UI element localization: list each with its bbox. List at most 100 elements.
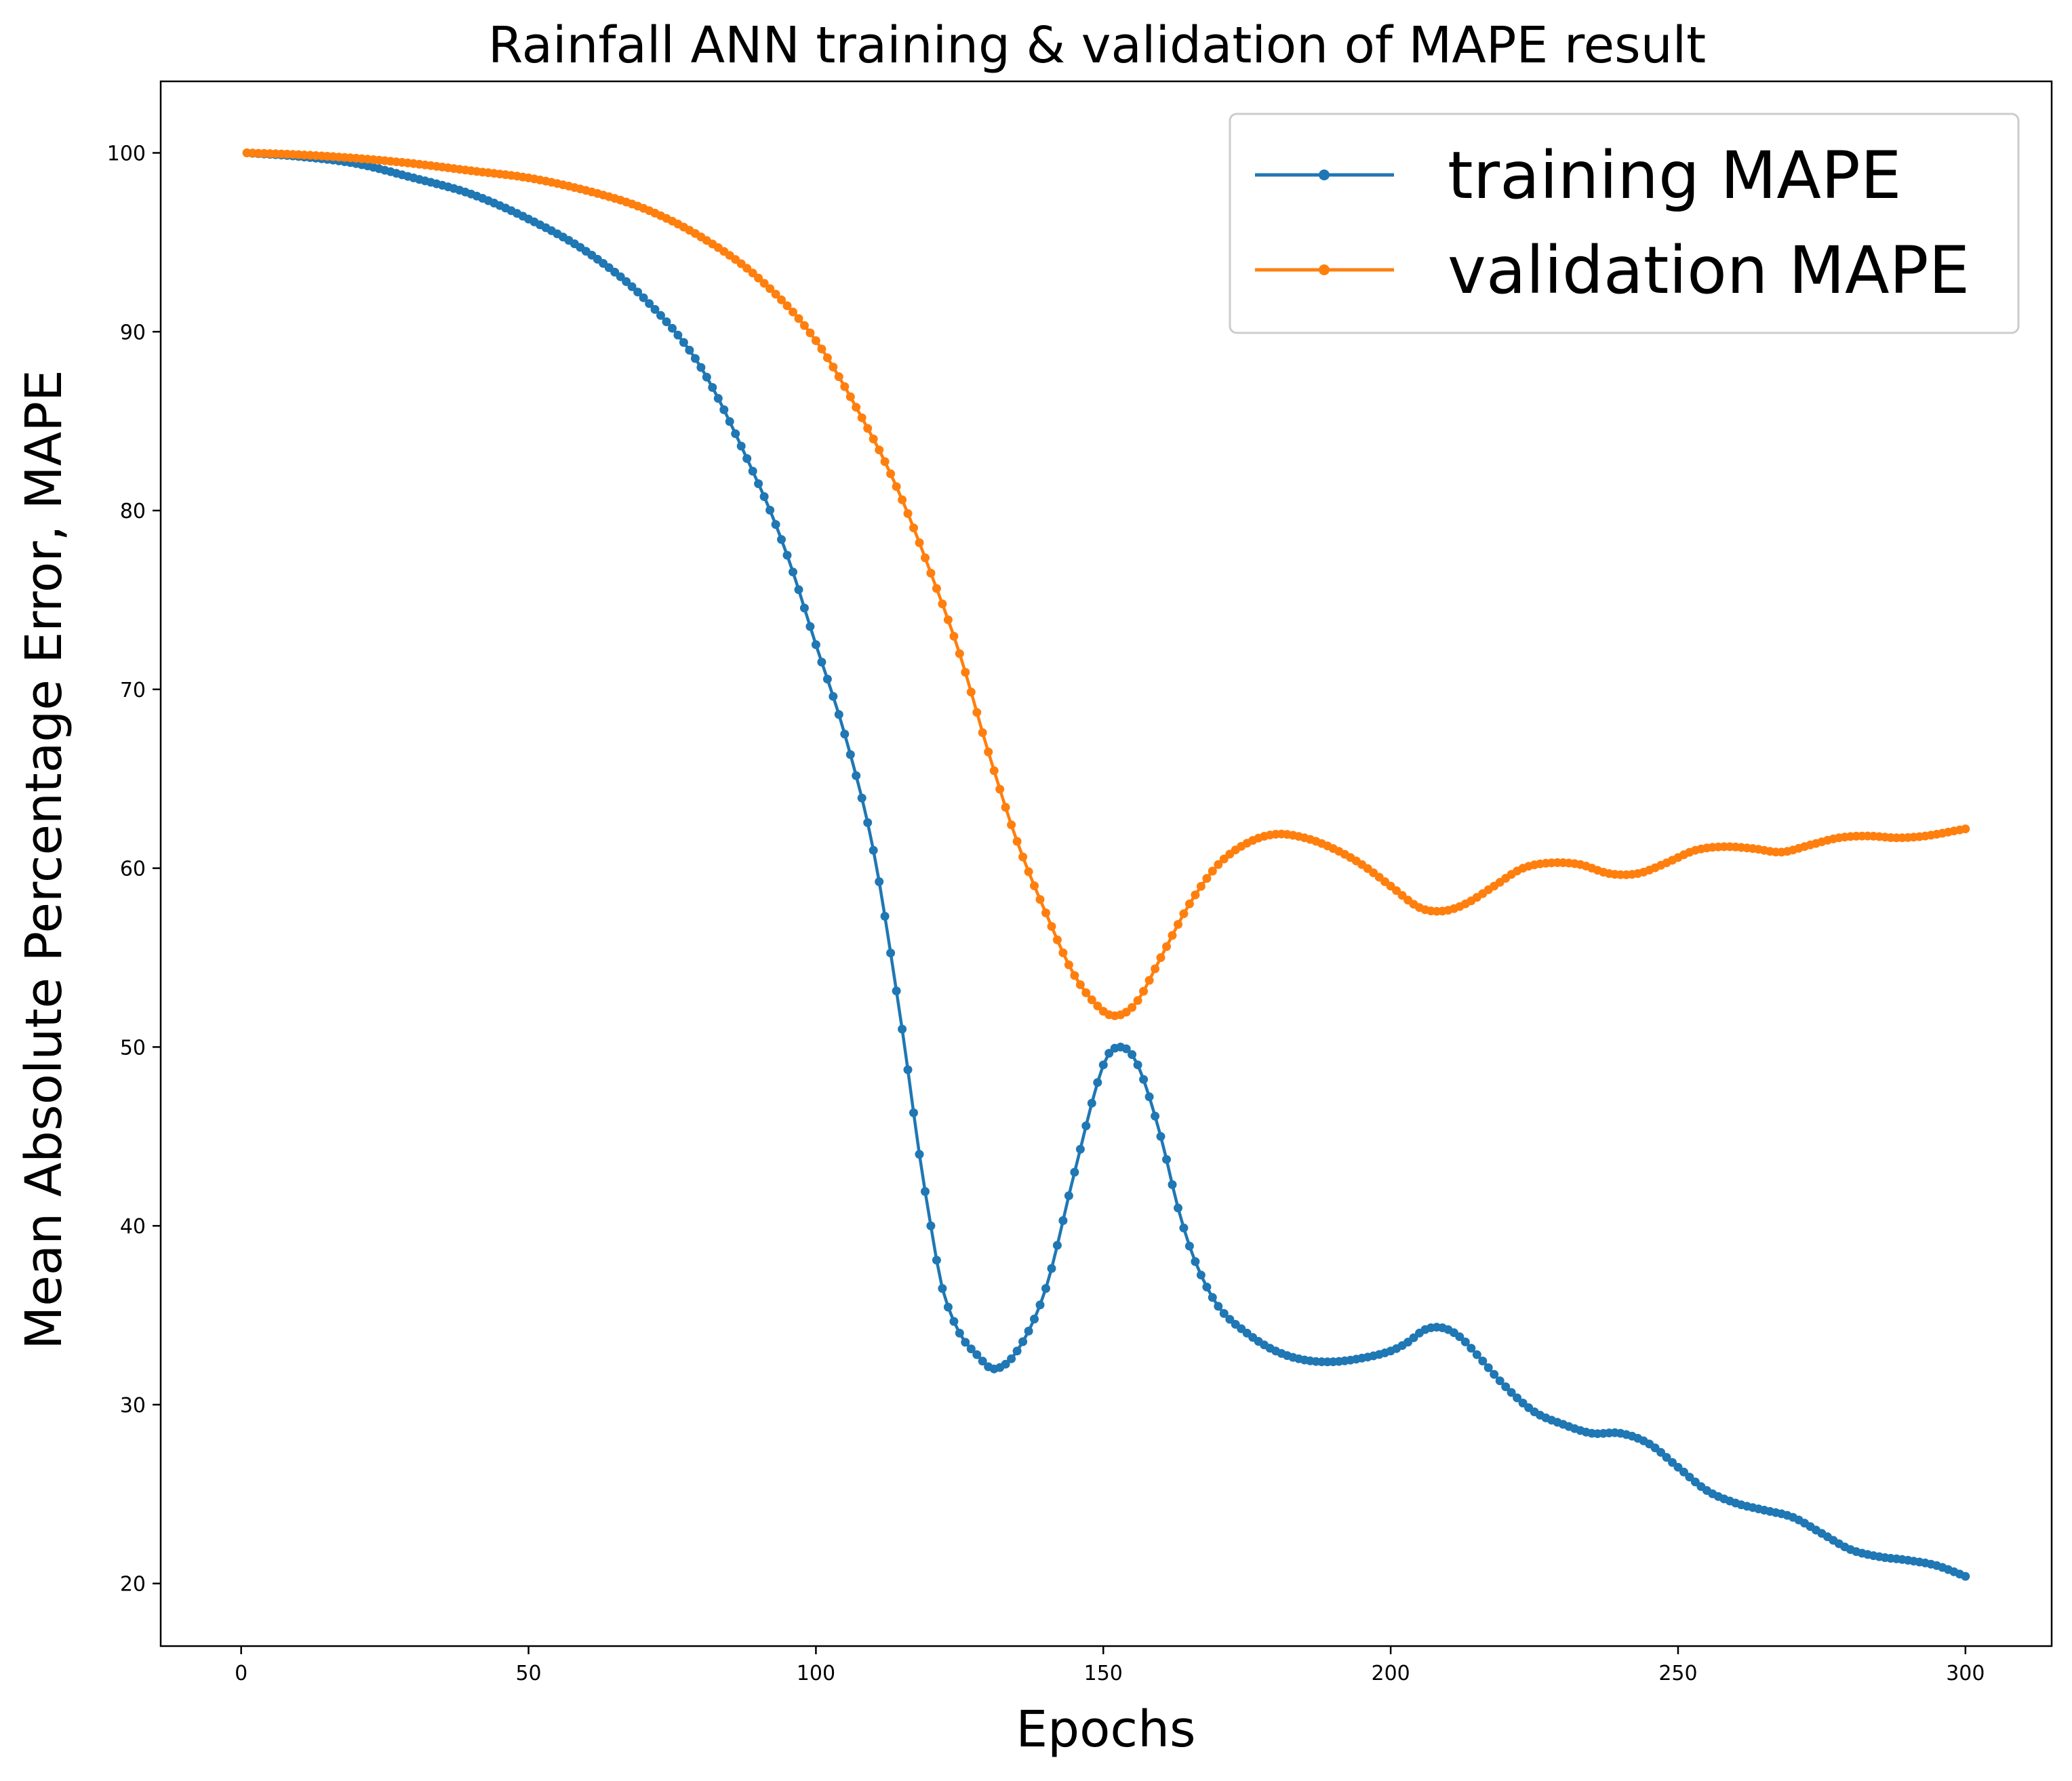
data-point [742,454,752,463]
data-point [1128,1003,1137,1012]
data-point [834,710,843,719]
x-tick-label: 200 [1371,1662,1410,1685]
x-tick-label: 0 [235,1662,247,1685]
data-point [1024,1326,1033,1336]
legend-item: training MAPE [1255,138,1901,214]
data-point [1139,1075,1149,1084]
data-point [622,277,631,286]
data-point [875,877,884,886]
data-point [978,728,987,738]
data-point [1081,988,1091,997]
data-point [633,287,643,297]
data-point [1081,1121,1091,1131]
data-point [759,279,769,288]
data-point [978,1357,987,1366]
data-point [903,1065,913,1075]
data-point [1098,1060,1108,1070]
data-point [926,1221,936,1230]
data-point [702,372,711,382]
data-point [1035,895,1045,904]
data-point [1162,1155,1171,1164]
data-point [909,1108,918,1117]
data-point [1196,881,1206,891]
axes: 0 50 100 150 200 250 300 20 30 40 50 60 70 80 90 100 [107,80,2053,1685]
data-point [1052,935,1062,944]
data-point [1513,1393,1522,1403]
data-point [799,603,809,613]
data-point [748,268,757,278]
data-point [1174,920,1182,929]
axes-frame [159,80,2053,1647]
y-tick-label: 40 [120,1215,146,1239]
data-point [1668,1458,1677,1467]
data-point [1064,1191,1073,1201]
data-point [909,523,918,533]
data-point [1184,1241,1194,1251]
data-point [748,466,757,476]
data-point [1052,1241,1062,1250]
data-point [759,492,769,501]
legend-box [1229,113,2020,334]
data-point [1093,1001,1102,1011]
data-point [1121,1044,1131,1054]
data-point [886,948,896,958]
data-point [938,599,947,609]
data-point [1070,1167,1079,1177]
x-tick-label: 250 [1658,1662,1697,1685]
data-point [949,1317,959,1326]
data-point [1467,1344,1476,1353]
data-point [811,336,820,345]
data-point [932,584,941,593]
data-point [892,482,901,492]
data-point [921,553,930,563]
data-point [1483,1363,1493,1372]
data-point [708,383,717,392]
data-point [1093,1078,1102,1087]
data-point [1202,1282,1212,1292]
data-point [880,457,890,466]
data-point [616,272,625,281]
data-point [949,632,959,641]
data-point [921,1187,930,1196]
data-point [1214,1302,1223,1311]
data-point [799,321,809,330]
data-point [1047,1264,1056,1273]
data-point [915,1150,924,1159]
y-tick-label: 50 [120,1036,146,1060]
data-point [852,771,861,780]
data-point [650,304,660,314]
data-point [938,1284,947,1293]
data-point [731,429,740,439]
data-point [1047,922,1056,931]
data-point [1075,1144,1085,1154]
data-point [1144,976,1154,985]
data-point [1214,860,1223,869]
data-point [1168,931,1177,940]
x-tick-label: 100 [797,1662,835,1685]
data-point [1104,1049,1114,1058]
data-point [1507,1388,1516,1397]
data-point [1196,1270,1206,1280]
y-tick-label: 20 [120,1573,146,1597]
data-point [1191,890,1200,900]
data-point [1191,1257,1200,1266]
data-point [1018,852,1028,862]
data-point [840,729,850,739]
data-point [972,708,982,717]
data-point [1007,1354,1016,1363]
data-point [1495,1376,1505,1386]
data-point [845,750,855,759]
x-tick-label: 50 [515,1662,541,1685]
data-point [1007,820,1016,830]
chart-title: Rainfall ANN training & validation of MA… [488,16,1706,75]
data-point [765,506,775,515]
data-point [840,382,850,391]
data-point [673,330,683,340]
data-point [955,649,964,658]
data-point [1202,874,1212,883]
data-point [805,622,815,631]
data-point [777,535,786,544]
legend-item: validation MAPE [1255,233,1970,308]
data-point [771,520,780,529]
